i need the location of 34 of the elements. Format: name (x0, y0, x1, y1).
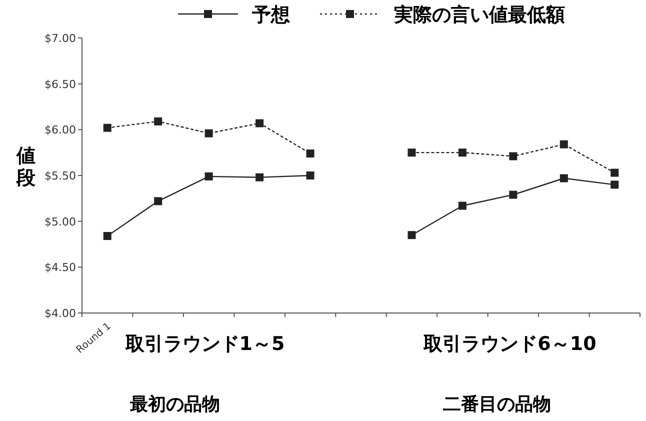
text: 取引ラウンド6～10 (422, 333, 596, 355)
point (509, 190, 518, 199)
point (154, 197, 162, 206)
text: 二番目の品物 (443, 394, 551, 415)
point (509, 152, 518, 160)
y-tick-label: $4.50 (44, 261, 76, 274)
point (306, 150, 314, 158)
legend-label: 予想 (251, 4, 290, 26)
point (256, 119, 264, 128)
legend-label: 実際の言い値最低額 (393, 4, 565, 26)
point (560, 140, 568, 148)
point (204, 172, 213, 180)
point (204, 129, 213, 138)
y-tick-label: $4.00 (44, 307, 76, 320)
point (103, 124, 112, 132)
y-tick-label: $7.00 (44, 32, 76, 45)
point (458, 202, 466, 210)
point (408, 148, 416, 157)
point (306, 172, 314, 180)
point (458, 148, 466, 157)
y-tick-label: $5.50 (44, 170, 76, 182)
point (560, 174, 568, 182)
y-tick-label: $6.50 (44, 78, 76, 91)
point (408, 231, 416, 240)
point (103, 232, 112, 240)
text: 最初の品物 (129, 394, 220, 415)
text: 取引ラウンド1～5 (124, 333, 285, 355)
point (256, 173, 264, 182)
point (154, 117, 162, 126)
y-tick-label: $5.00 (44, 215, 76, 228)
point (610, 168, 619, 177)
y-tick-label: $6.00 (44, 124, 76, 137)
y-axis-title: 値段 (16, 145, 36, 189)
point (610, 180, 619, 189)
